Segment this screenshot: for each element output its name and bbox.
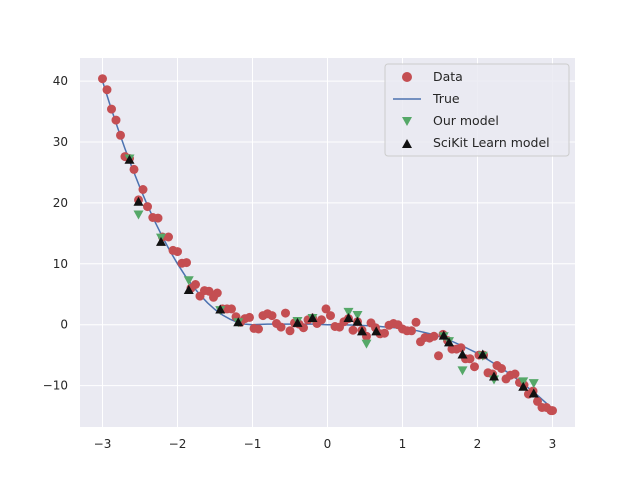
data-point xyxy=(143,202,152,212)
legend-marker-our-model xyxy=(402,117,412,126)
data-point xyxy=(510,369,520,379)
y-tick-label: 40 xyxy=(53,74,68,88)
data-point xyxy=(111,115,121,125)
y-tick-label: 0 xyxy=(60,318,68,332)
data-point xyxy=(326,311,335,321)
sklearn-model-point xyxy=(124,154,135,164)
data-point xyxy=(276,322,286,332)
marker-layer xyxy=(98,74,557,416)
data-point xyxy=(321,304,331,314)
our-model-point xyxy=(343,307,354,317)
data-point xyxy=(348,325,358,335)
legend-label-true: True xyxy=(432,91,460,106)
data-point xyxy=(129,164,139,174)
x-tick-label: 2 xyxy=(474,437,482,451)
x-tick-label: 3 xyxy=(549,437,557,451)
x-tick-label: 1 xyxy=(399,437,407,451)
sklearn-model-point xyxy=(489,371,499,381)
data-point xyxy=(470,362,479,372)
data-point xyxy=(429,331,439,341)
data-point xyxy=(191,280,200,289)
data-point xyxy=(138,185,148,194)
sklearn-model-point xyxy=(233,317,244,327)
sklearn-model-point xyxy=(518,381,529,391)
data-point xyxy=(317,315,326,325)
data-point xyxy=(173,247,182,257)
data-point xyxy=(116,130,125,140)
data-point xyxy=(434,351,443,361)
y-tick-label: 20 xyxy=(53,196,68,210)
sklearn-model-point xyxy=(477,349,488,359)
sklearn-model-point xyxy=(133,196,144,206)
data-point xyxy=(285,326,295,336)
data-point xyxy=(153,213,163,223)
sklearn-model-point xyxy=(444,337,454,347)
sklearn-model-point xyxy=(307,313,318,323)
x-tick-label: 0 xyxy=(324,437,332,451)
sklearn-model-point xyxy=(343,313,354,323)
data-point xyxy=(456,343,466,353)
y-tick-label: −10 xyxy=(43,379,68,393)
sklearn-model-point xyxy=(528,388,539,398)
sklearn-model-point xyxy=(438,330,449,340)
data-point xyxy=(102,85,112,95)
legend-marker-sklearn-model xyxy=(402,139,412,148)
sklearn-model-point xyxy=(183,284,194,294)
data-point xyxy=(164,232,173,242)
our-model-point xyxy=(457,366,468,376)
our-model-point xyxy=(528,379,539,389)
our-model-point xyxy=(133,210,144,220)
legend-label-sklearn-model: SciKit Learn model xyxy=(433,135,550,150)
data-point xyxy=(267,311,277,321)
data-point xyxy=(98,74,107,84)
grid xyxy=(80,58,575,427)
legend-marker-data xyxy=(402,72,412,82)
sklearn-model-point xyxy=(215,304,226,314)
sklearn-model-point xyxy=(292,317,303,327)
our-model-point xyxy=(352,310,363,320)
legend: Data True Our model SciKit Learn model xyxy=(384,63,570,157)
data-point xyxy=(212,288,222,298)
legend-label-our-model: Our model xyxy=(433,113,499,128)
data-point xyxy=(548,406,557,416)
y-tick-label: 30 xyxy=(53,135,68,149)
data-point xyxy=(182,258,191,268)
legend-box xyxy=(384,63,570,157)
y-tick-label: 10 xyxy=(53,257,68,271)
sklearn-model-point xyxy=(457,349,468,359)
data-point xyxy=(281,308,290,318)
sklearn-model-point xyxy=(371,326,382,336)
sklearn-model-point xyxy=(156,236,166,246)
x-tick-label: −3 xyxy=(94,437,112,451)
data-point xyxy=(465,354,475,364)
sklearn-model-point xyxy=(352,316,363,326)
our-model-point xyxy=(183,276,194,286)
x-tick-label: −2 xyxy=(169,437,187,451)
data-point xyxy=(411,317,421,327)
legend-label-data: Data xyxy=(433,69,463,84)
data-point xyxy=(107,104,116,114)
x-tick-label: −1 xyxy=(244,437,262,451)
sklearn-model-point xyxy=(357,326,367,336)
data-point xyxy=(227,304,236,314)
data-point xyxy=(407,326,416,336)
data-point xyxy=(245,312,254,322)
data-point xyxy=(254,324,263,334)
data-point xyxy=(380,328,389,338)
data-point xyxy=(497,364,506,373)
our-model-point xyxy=(361,339,372,349)
